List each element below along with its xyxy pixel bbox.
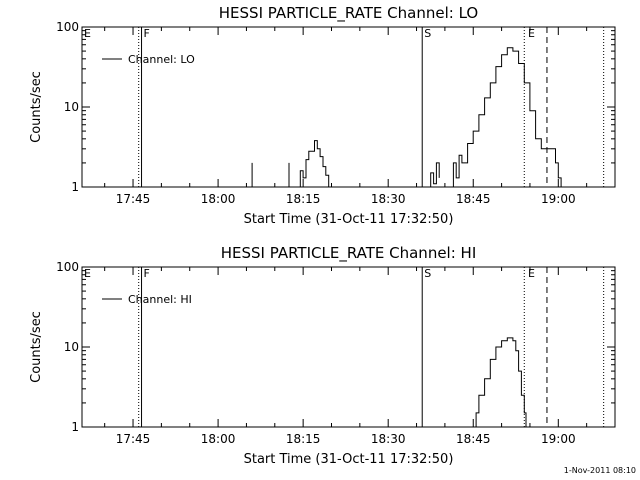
x-tick-label: 17:45 xyxy=(116,192,151,206)
y-tick-label: 10 xyxy=(64,100,79,114)
x-tick-label: 19:00 xyxy=(541,432,576,446)
series-line xyxy=(450,47,562,188)
marker-label: S xyxy=(424,27,431,40)
x-tick-label: 18:45 xyxy=(456,192,491,206)
chart-title: HESSI PARTICLE_RATE Channel: HI xyxy=(221,244,477,263)
series-line xyxy=(473,337,527,428)
x-tick-label: 18:00 xyxy=(201,192,236,206)
y-tick-label: 100 xyxy=(56,260,79,274)
marker-label: E xyxy=(84,267,91,280)
chart-panel-hi: HESSI PARTICLE_RATE Channel: HI Counts/se… xyxy=(29,244,616,467)
plot-frame xyxy=(81,26,616,188)
legend-label: Channel: HI xyxy=(128,293,192,306)
series-line xyxy=(427,162,440,188)
y-tick-label: 1 xyxy=(71,180,79,194)
marker-label: E xyxy=(528,27,535,40)
series-line xyxy=(249,162,253,188)
x-tick-label: 19:00 xyxy=(541,192,576,206)
series-line xyxy=(297,140,330,188)
footer-timestamp: 1-Nov-2011 08:10 xyxy=(564,466,636,475)
x-axis-label: Start Time (31-Oct-11 17:32:50) xyxy=(244,212,454,227)
y-tick-label: 1 xyxy=(71,420,79,434)
marker-label: E xyxy=(84,27,91,40)
x-tick-label: 17:45 xyxy=(116,432,151,446)
y-axis-label: Counts/sec xyxy=(29,311,44,383)
x-tick-label: 18:15 xyxy=(286,432,321,446)
x-tick-label: 18:30 xyxy=(371,432,406,446)
marker-label: F xyxy=(144,267,150,280)
x-tick-label: 18:15 xyxy=(286,192,321,206)
y-axis-label: Counts/sec xyxy=(29,71,44,143)
x-axis-label: Start Time (31-Oct-11 17:32:50) xyxy=(244,452,454,467)
plot-frame xyxy=(81,266,616,428)
marker-label: E xyxy=(528,267,535,280)
x-tick-label: 18:45 xyxy=(456,432,491,446)
marker-label: S xyxy=(424,267,431,280)
series-line xyxy=(286,162,290,188)
y-tick-label: 10 xyxy=(64,340,79,354)
marker-label: F xyxy=(144,27,150,40)
chart-panel-lo: HESSI PARTICLE_RATE Channel: LO Counts/se… xyxy=(29,4,616,227)
x-tick-label: 18:30 xyxy=(371,192,406,206)
chart-title: HESSI PARTICLE_RATE Channel: LO xyxy=(219,4,478,23)
legend-label: Channel: LO xyxy=(128,53,195,66)
x-tick-label: 18:00 xyxy=(201,432,236,446)
y-tick-label: 100 xyxy=(56,20,79,34)
